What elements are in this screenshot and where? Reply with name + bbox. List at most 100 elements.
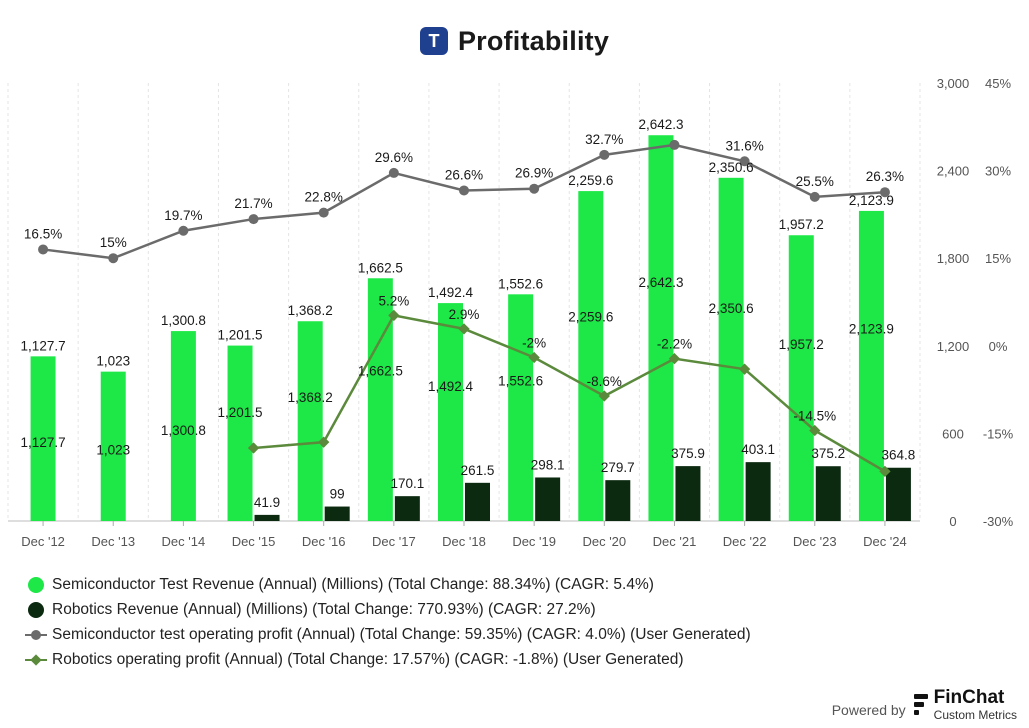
powered-by-label: Powered by (831, 701, 906, 718)
legend-label: Robotics Revenue (Annual) (Millions) (To… (52, 600, 596, 618)
semiconductor-operating-profit-marker (669, 139, 680, 150)
legend-label: Semiconductor test operating profit (Ann… (52, 625, 751, 643)
legend-label: Robotics operating profit (Annual) (Tota… (52, 650, 684, 668)
robotics-revenue-label: 99 (330, 487, 345, 502)
company-logo-icon: T (419, 27, 448, 55)
robotics-revenue-label: 298.1 (531, 457, 565, 472)
robotics-revenue-bar (605, 480, 631, 521)
semiconductor-revenue-inner-label: 1,368.2 (288, 390, 333, 405)
robotics-operating-profit-label: 2.9% (449, 307, 480, 322)
legend-marker-icon (28, 601, 44, 618)
semiconductor-operating-profit-marker (178, 225, 189, 236)
robotics-operating-profit-label: -2% (522, 335, 546, 350)
semiconductor-operating-profit-marker (809, 191, 820, 202)
left-axis-tick: 2,400 (937, 164, 970, 179)
semiconductor-operating-profit-label: 31.6% (725, 138, 763, 153)
semiconductor-operating-profit-marker (599, 149, 610, 160)
robotics-revenue-bar (324, 506, 350, 521)
semiconductor-revenue-inner-label: 2,642.3 (638, 275, 683, 290)
semiconductor-revenue-inner-label: 1,492.4 (428, 379, 474, 394)
robotics-revenue-bar (745, 462, 771, 521)
legend-item[interactable]: Semiconductor Test Revenue (Annual) (Mil… (28, 572, 751, 597)
semiconductor-revenue-bar (578, 191, 604, 522)
x-axis-tick-label: Dec '18 (442, 534, 486, 549)
robotics-revenue-label: 41.9 (254, 495, 280, 510)
semiconductor-operating-profit-label: 29.6% (375, 150, 413, 165)
semiconductor-operating-profit-marker (739, 156, 750, 167)
x-axis-tick-label: Dec '17 (372, 534, 416, 549)
left-axis-tick: 1,200 (937, 339, 970, 354)
semiconductor-revenue-label: 1,552.6 (498, 276, 543, 291)
robotics-operating-profit-label: -8.6% (587, 374, 622, 389)
robotics-revenue-bar (675, 466, 701, 521)
legend-item[interactable]: Robotics Revenue (Annual) (Millions) (To… (28, 597, 751, 622)
semiconductor-revenue-bar (367, 278, 393, 521)
semiconductor-revenue-inner-label: 1,023 (96, 442, 130, 457)
semiconductor-revenue-bar (100, 371, 126, 521)
semiconductor-operating-profit-label: 21.7% (234, 196, 272, 211)
robotics-operating-profit-label: -2.2% (657, 337, 692, 352)
semiconductor-revenue-label: 1,127.7 (21, 338, 66, 353)
semiconductor-operating-profit-label: 19.7% (164, 208, 202, 223)
robotics-operating-profit-marker (809, 424, 821, 437)
semiconductor-revenue-label: 1,662.5 (358, 260, 403, 275)
semiconductor-operating-profit-marker (388, 167, 399, 178)
semiconductor-revenue-inner-label: 1,300.8 (161, 423, 206, 438)
robotics-revenue-bar (254, 514, 280, 521)
semiconductor-revenue-bar (858, 210, 884, 522)
semiconductor-revenue-bar (648, 135, 674, 522)
x-axis-tick-label: Dec '23 (793, 534, 837, 549)
robotics-operating-profit-marker (247, 442, 260, 454)
left-axis-tick: 0 (949, 514, 956, 529)
x-axis-tick-label: Dec '21 (653, 534, 697, 549)
left-axis-tick: 1,800 (937, 251, 970, 266)
robotics-operating-profit-line (253, 314, 886, 473)
legend-item[interactable]: Semiconductor test operating profit (Ann… (25, 622, 751, 647)
robotics-revenue-bar (465, 482, 490, 521)
semiconductor-operating-profit-line (42, 143, 886, 260)
finchat-brand[interactable]: FinChat Custom Metrics (913, 688, 1017, 721)
x-axis-tick-label: Dec '15 (232, 534, 276, 549)
semiconductor-revenue-bar (297, 321, 323, 521)
finchat-logo-icon (913, 693, 928, 716)
semiconductor-operating-profit-marker (529, 183, 540, 194)
semiconductor-revenue-inner-label: 1,662.5 (358, 364, 403, 379)
semiconductor-revenue-bar (438, 303, 463, 521)
robotics-operating-profit-label: -14.5% (793, 408, 836, 423)
robotics-operating-profit-marker (598, 390, 610, 402)
robotics-revenue-label: 261.5 (461, 463, 495, 478)
right-axis-tick: 15% (985, 251, 1011, 266)
semiconductor-revenue-label: 1,023 (96, 354, 130, 369)
semiconductor-revenue-label: 2,259.6 (568, 173, 613, 188)
chart-title: T Profitability (0, 24, 1029, 58)
robotics-revenue-label: 375.2 (811, 446, 845, 461)
semiconductor-revenue-label: 2,123.9 (849, 193, 894, 208)
semiconductor-revenue-bar (30, 356, 56, 521)
robotics-revenue-bar (815, 466, 841, 521)
semiconductor-operating-profit-marker (38, 244, 49, 255)
x-axis-tick-label: Dec '12 (21, 534, 65, 549)
robotics-revenue-bar (394, 496, 420, 521)
legend-item[interactable]: Robotics operating profit (Annual) (Tota… (25, 647, 751, 672)
robotics-revenue-bar (535, 477, 561, 521)
semiconductor-operating-profit-marker (108, 253, 119, 264)
semiconductor-revenue-bar (170, 331, 196, 521)
semiconductor-revenue-bar (718, 177, 744, 522)
powered-by: Powered by FinChat Custom Metrics (832, 688, 1017, 721)
semiconductor-operating-profit-label: 16.5% (24, 226, 62, 241)
semiconductor-operating-profit-label: 15% (100, 235, 127, 250)
semiconductor-operating-profit-label: 25.5% (796, 174, 834, 189)
right-axis-tick: -15% (983, 426, 1014, 441)
left-axis-tick: 600 (942, 426, 964, 441)
semiconductor-revenue-label: 2,642.3 (638, 117, 683, 132)
legend-marker-icon (28, 576, 44, 593)
x-axis-tick-label: Dec '14 (162, 534, 206, 549)
robotics-operating-profit-marker (458, 323, 470, 335)
legend-label: Semiconductor Test Revenue (Annual) (Mil… (52, 575, 654, 593)
semiconductor-operating-profit-label: 22.8% (305, 190, 343, 205)
robotics-operating-profit-marker (668, 352, 681, 365)
semiconductor-revenue-inner-label: 1,201.5 (218, 405, 263, 420)
robotics-operating-profit-marker (738, 363, 751, 375)
semiconductor-operating-profit-label: 26.9% (515, 166, 553, 181)
semiconductor-revenue-inner-label: 2,123.9 (849, 322, 894, 337)
